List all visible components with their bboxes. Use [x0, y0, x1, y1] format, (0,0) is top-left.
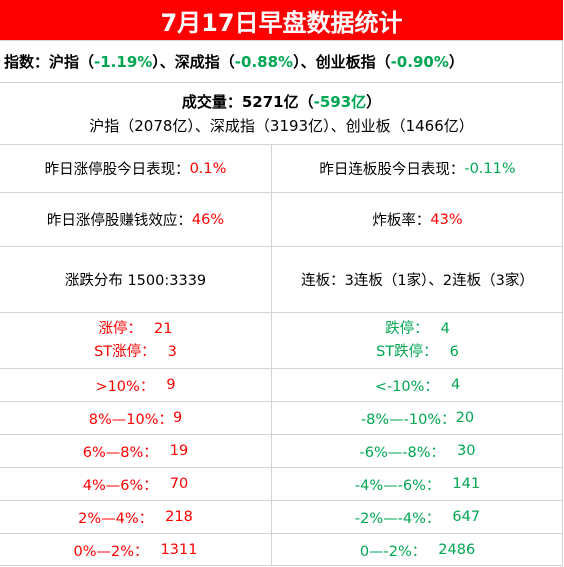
yesterday-streak-value: -0.11% — [464, 160, 516, 177]
up-range-label: 6%—8%： — [82, 444, 158, 461]
range-row: 8%—10%： 9 -8%—-10%： 20 — [0, 401, 563, 434]
st-limit-down-line: ST跌停： 6 — [376, 341, 459, 364]
up-range-cell: 2%—4%： 218 — [0, 501, 272, 533]
down-range-cell: 0—-2%： 2486 — [272, 534, 563, 566]
profit-effect-label: 昨日涨停股赚钱效应： — [46, 213, 192, 229]
up-range-value: 1311 — [160, 542, 198, 558]
yesterday-streak-label: 昨日连板股今日表现： — [319, 162, 465, 178]
limit-down-cell: 跌停： 4 ST跌停： 6 — [272, 313, 563, 368]
up-range-label: 8%—10%： — [88, 411, 173, 428]
profit-effect-cell: 昨日涨停股赚钱效应： 46% — [0, 193, 272, 246]
up-range-value: 218 — [165, 509, 193, 525]
down-range-cell: -8%—-10%： 20 — [272, 402, 563, 434]
down-range-cell: -6%—-8%： 30 — [272, 435, 563, 467]
blowup-rate-cell: 炸板率： 43% — [272, 193, 563, 246]
range-row: 0%—2%： 1311 0—-2%： 2486 — [0, 533, 563, 566]
limit-up-label: 涨停： — [98, 320, 143, 337]
distribution-row: 涨跌分布 1500:3339 连板：3连板（1家）、2连板（3家） — [0, 246, 563, 312]
down-range-value: 4 — [450, 377, 461, 393]
down-range-label: -8%—-10%： — [360, 411, 456, 428]
volume-row: 成交量：5271亿（-593亿） 沪指（2078亿）、深成指（3193亿）、创业… — [0, 82, 563, 144]
down-range-value: 2486 — [438, 542, 476, 558]
range-row: 6%—8%： 19 -6%—-8%： 30 — [0, 434, 563, 467]
yesterday-limit-up-label: 昨日涨停股今日表现： — [44, 162, 190, 178]
st-limit-up-line: ST涨停： 3 — [94, 341, 177, 364]
streak-info-text: 连板：3连板（1家）、2连板（3家） — [301, 273, 534, 289]
performance-row: 昨日涨停股今日表现： 0.1% 昨日连板股今日表现： -0.11% — [0, 144, 563, 192]
down-range-cell: <-10%： 4 — [272, 369, 563, 401]
blowup-rate-label: 炸板率： — [372, 213, 431, 229]
page-title: 7月17日早盘数据统计 — [160, 8, 403, 37]
up-range-cell: 0%—2%： 1311 — [0, 534, 272, 566]
st-limit-up-value: 3 — [167, 343, 177, 360]
down-range-value: 30 — [457, 443, 476, 459]
profit-effect-value: 46% — [191, 211, 225, 228]
limit-row: 涨停： 21 ST涨停： 3 跌停： 4 ST跌停： 6 — [0, 312, 563, 368]
index-suffix: ） — [448, 53, 464, 71]
range-row: 4%—6%： 70 -4%—-6%： 141 — [0, 467, 563, 500]
down-range-value: 647 — [452, 509, 481, 525]
streak-info-cell: 连板：3连板（1家）、2连板（3家） — [272, 247, 563, 312]
up-range-cell: >10%： 9 — [0, 369, 272, 401]
title-bar: 7月17日早盘数据统计 — [0, 0, 563, 40]
volume-detail: 沪指（2078亿）、深成指（3193亿）、创业板（1466亿） — [89, 117, 474, 135]
index-prefix: 指数：沪指（ — [4, 53, 95, 71]
up-range-value: 9 — [173, 410, 183, 426]
down-range-label: -6%—-8%： — [359, 444, 446, 461]
up-range-label: >10%： — [95, 378, 155, 395]
limit-down-label: 跌停： — [385, 320, 429, 337]
down-range-cell: -2%—-4%： 647 — [272, 501, 563, 533]
range-row: >10%： 9 <-10%： 4 — [0, 368, 563, 401]
up-range-label: 0%—2%： — [73, 543, 149, 560]
yesterday-streak-cell: 昨日连板股今日表现： -0.11% — [272, 145, 563, 192]
up-range-label: 4%—6%： — [82, 477, 158, 494]
down-range-cell: -4%—-6%： 141 — [272, 468, 563, 500]
index-mid1: ）、深成指（ — [152, 53, 235, 71]
volume-change: -593亿 — [313, 93, 367, 111]
volume-close: ） — [366, 93, 382, 111]
index-mid2: ）、创业板指（ — [293, 53, 391, 71]
down-range-label: -4%—-6%： — [354, 477, 441, 494]
st-limit-down-label: ST跌停： — [376, 343, 438, 360]
effect-row: 昨日涨停股赚钱效应： 46% 炸板率： 43% — [0, 192, 563, 246]
distribution-text: 涨跌分布 1500:3339 — [64, 273, 207, 289]
limit-up-line: 涨停： 21 — [99, 318, 173, 341]
blowup-rate-value: 43% — [430, 211, 463, 228]
down-range-label: <-10%： — [374, 378, 439, 395]
down-range-value: 20 — [455, 410, 475, 426]
down-range-value: 141 — [452, 476, 481, 492]
up-range-cell: 6%—8%： 19 — [0, 435, 272, 467]
down-range-label: -2%—-4%： — [354, 510, 441, 527]
up-range-value: 19 — [169, 443, 189, 459]
limit-up-cell: 涨停： 21 ST涨停： 3 — [0, 313, 272, 368]
range-row: 2%—4%： 218 -2%—-4%： 647 — [0, 500, 563, 533]
st-limit-down-value: 6 — [449, 343, 459, 360]
index-cy-value: -0.90% — [390, 52, 449, 71]
down-range-label: 0—-2%： — [359, 543, 427, 560]
st-limit-up-label: ST涨停： — [94, 343, 156, 360]
index-sh-value: -1.19% — [94, 52, 153, 71]
volume-total: 成交量：5271亿（-593亿） — [182, 91, 381, 112]
up-range-value: 9 — [166, 377, 176, 393]
limit-up-value: 21 — [154, 320, 173, 337]
index-sz-value: -0.88% — [234, 52, 294, 71]
distribution-cell: 涨跌分布 1500:3339 — [0, 247, 272, 312]
up-range-cell: 4%—6%： 70 — [0, 468, 272, 500]
yesterday-limit-up-cell: 昨日涨停股今日表现： 0.1% — [0, 145, 272, 192]
limit-down-value: 4 — [440, 320, 450, 337]
up-range-value: 70 — [169, 476, 189, 492]
up-range-cell: 8%—10%： 9 — [0, 402, 272, 434]
up-range-label: 2%—4%： — [78, 510, 154, 527]
volume-label: 成交量：5271亿（ — [181, 93, 314, 111]
yesterday-limit-up-value: 0.1% — [189, 160, 227, 177]
index-row: 指数：沪指（ -1.19% ）、深成指（ -0.88% ）、创业板指（ -0.9… — [0, 40, 563, 82]
limit-down-line: 跌停： 4 — [385, 318, 450, 341]
